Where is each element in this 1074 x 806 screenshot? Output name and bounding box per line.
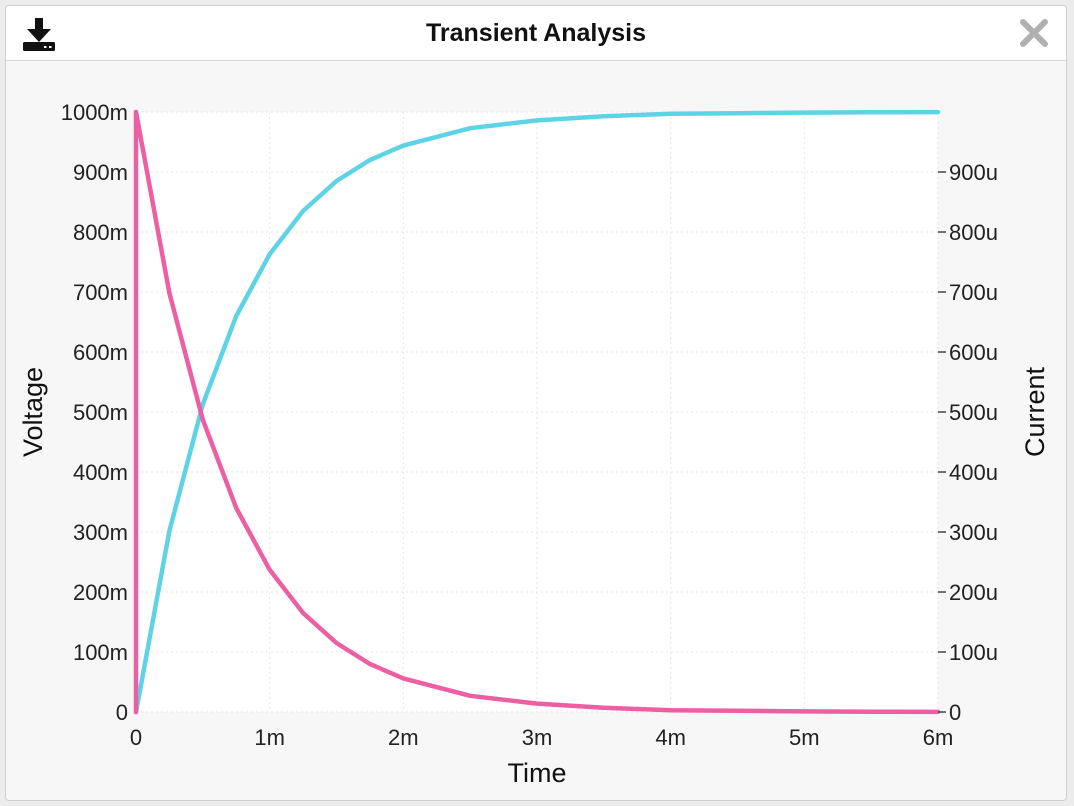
y2-tick-label: 800u	[949, 220, 998, 245]
y2-tick-label: 500u	[949, 400, 998, 425]
download-button[interactable]	[20, 15, 58, 53]
y2-tick-label: 600u	[949, 340, 998, 365]
y2-tick-label: 200u	[949, 580, 998, 605]
title-bar: Transient Analysis	[6, 6, 1066, 61]
x-tick-label: 6m	[923, 725, 954, 750]
y-tick-label: 100m	[73, 640, 128, 665]
x-tick-label: 1m	[254, 725, 285, 750]
y-tick-label: 800m	[73, 220, 128, 245]
y-tick-label: 200m	[73, 580, 128, 605]
y2-tick-label: 700u	[949, 280, 998, 305]
y-tick-label: 400m	[73, 460, 128, 485]
y2-tick-label: 900u	[949, 160, 998, 185]
close-button[interactable]	[1018, 17, 1050, 49]
y2-tick-label: 400u	[949, 460, 998, 485]
y-tick-label: 0	[116, 700, 128, 725]
y2-tick-label: 100u	[949, 640, 998, 665]
transient-analysis-window: Transient Analysis 0 100m 200m 300m 400m 500m…	[5, 5, 1067, 801]
series-layer	[133, 109, 941, 715]
x-tick-label: 3m	[522, 725, 553, 750]
x-tick-label: 5m	[789, 725, 820, 750]
close-icon	[1020, 19, 1048, 47]
x-tick-label: 0	[130, 725, 142, 750]
grid-lines	[135, 111, 939, 713]
voltage-series-line	[133, 109, 941, 715]
y-tick-label: 700m	[73, 280, 128, 305]
current-series-line	[133, 109, 941, 715]
transient-chart: 0 100m 200m 300m 400m 500m 600m 700m 800m 900m 100…	[18, 100, 1050, 788]
y-tick-label: 1000m	[61, 100, 128, 125]
x-tick-label: 2m	[388, 725, 419, 750]
window-title: Transient Analysis	[426, 19, 646, 47]
y-axis-label: Voltage	[18, 367, 48, 457]
y-tick-label: 600m	[73, 340, 128, 365]
y2-tick-label: 0	[949, 700, 961, 725]
y-tick-label: 500m	[73, 400, 128, 425]
x-tick-label: 4m	[655, 725, 686, 750]
axes: 0 100m 200m 300m 400m 500m 600m 700m 800m 900m 100…	[61, 100, 998, 750]
y-tick-label: 300m	[73, 520, 128, 545]
chart-area: 0 100m 200m 300m 400m 500m 600m 700m 800m 900m 100…	[6, 61, 1066, 800]
y2-tick-label: 300u	[949, 520, 998, 545]
y2-axis-label: Current	[1020, 366, 1050, 457]
y-tick-label: 900m	[73, 160, 128, 185]
x-axis-label: Time	[508, 758, 567, 788]
download-icon	[23, 18, 55, 51]
